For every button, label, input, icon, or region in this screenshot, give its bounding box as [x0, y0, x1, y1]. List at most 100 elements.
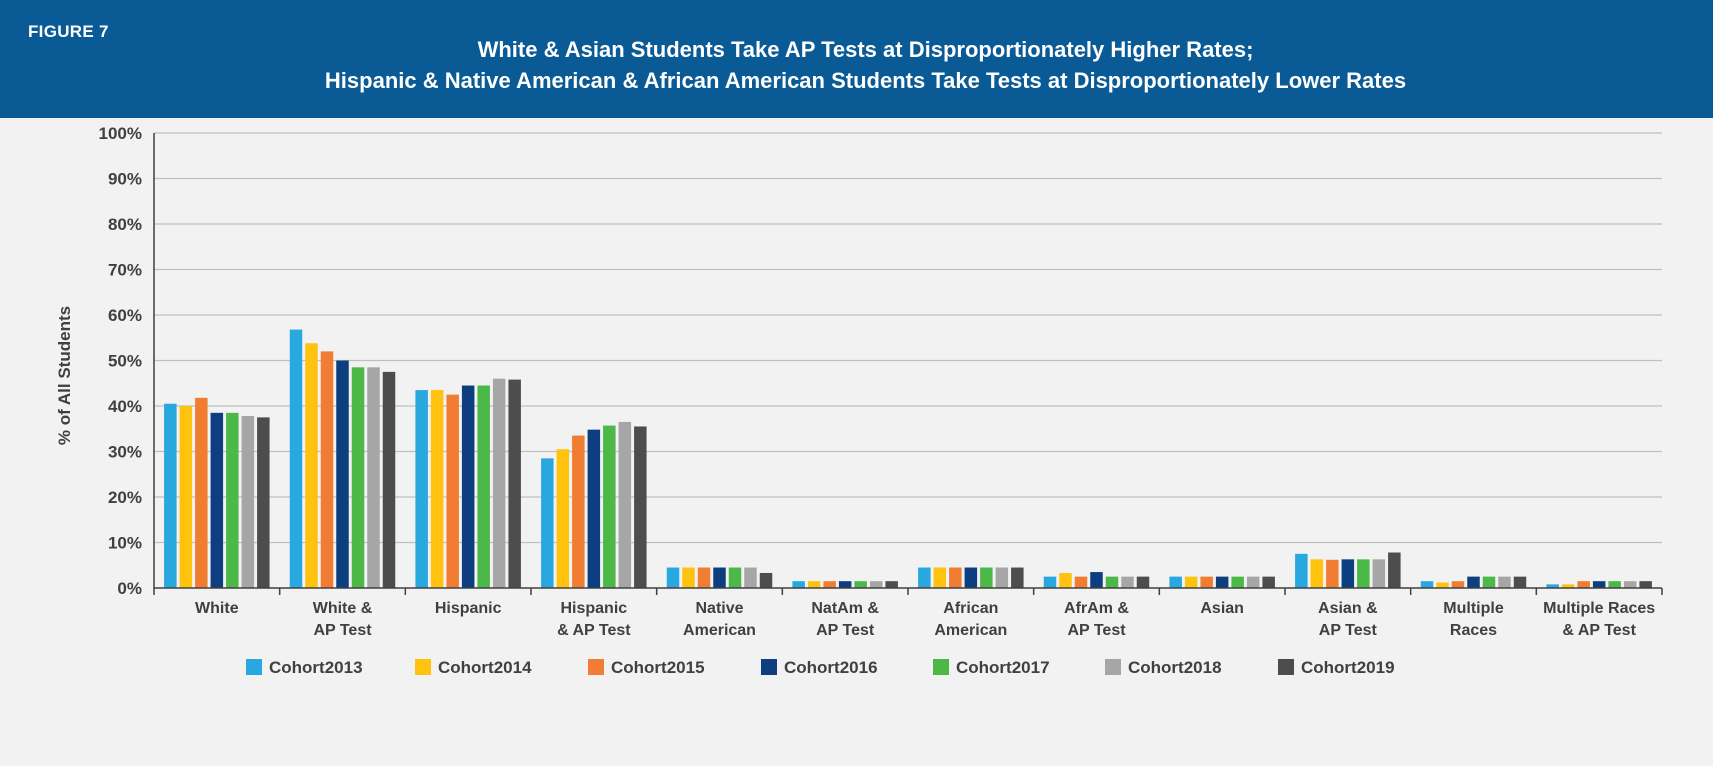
x-category-label: AP Test: [1067, 622, 1126, 639]
bar: [446, 394, 459, 588]
bar: [430, 390, 444, 588]
bar: [320, 351, 334, 588]
bar: [1592, 581, 1606, 588]
bar: [885, 581, 898, 588]
y-axis-title: % of All Students: [55, 306, 74, 445]
bar: [1011, 567, 1024, 588]
bar: [792, 581, 805, 588]
bar: [1215, 576, 1229, 588]
x-category-label: White: [195, 600, 239, 617]
chart-panel: 0% 10% 20% 30% 40% 50% 60% 70% 80% 90% 100% White W…: [0, 118, 1713, 766]
bar: [1074, 576, 1088, 588]
bar: [1059, 572, 1072, 588]
legend-label: Cohort2013: [269, 658, 363, 677]
y-tick-label: 10%: [108, 534, 142, 553]
bar: [541, 458, 554, 588]
bar: [1043, 576, 1057, 588]
bar: [351, 367, 365, 588]
bar: [1326, 559, 1339, 588]
y-tick-label: 70%: [108, 261, 142, 280]
y-tick-label: 60%: [108, 306, 142, 325]
bar: [1246, 576, 1260, 588]
category-labels: White White & AP Test Hispanic Hispanic & AP …: [195, 600, 1655, 639]
y-tick-label: 20%: [108, 488, 142, 507]
bar: [1341, 559, 1355, 588]
bar: [587, 429, 601, 588]
bar: [1482, 576, 1496, 588]
x-axis: [153, 133, 1663, 595]
bar: [603, 425, 616, 588]
bar-chart: 0%10%20%30%40%50%60%70%80%90%100% White W…: [55, 124, 1663, 677]
bar: [210, 412, 224, 588]
bar: [1623, 581, 1637, 588]
bar: [1561, 584, 1575, 588]
bar: [1608, 581, 1621, 588]
bar: [257, 417, 270, 588]
gridlines: [154, 132, 1662, 544]
y-tick-label: 100%: [99, 124, 142, 143]
legend-swatch: [415, 659, 431, 675]
bar: [1546, 584, 1559, 588]
bar: [744, 567, 757, 588]
figure-header: FIGURE 7 White & Asian Students Take AP …: [0, 0, 1713, 118]
bar: [682, 567, 695, 588]
legend-label: Cohort2017: [956, 658, 1050, 677]
y-tick-label: 0%: [117, 579, 142, 598]
legend-swatch: [1105, 659, 1121, 675]
bar: [179, 406, 193, 588]
bar: [336, 360, 349, 588]
bar: [728, 567, 742, 588]
x-category-label: AfrAm &: [1064, 600, 1129, 617]
bar: [1310, 559, 1324, 588]
x-category-label: Multiple: [1443, 600, 1504, 617]
bar: [1262, 576, 1275, 588]
bar: [807, 581, 821, 588]
x-category-label: Asian &: [1318, 600, 1378, 617]
x-category-label: & AP Test: [557, 622, 631, 639]
bar: [838, 581, 852, 588]
x-category-label: Hispanic: [435, 600, 502, 617]
bar: [918, 567, 931, 588]
y-tick-label: 90%: [108, 170, 142, 189]
y-tick-label: 80%: [108, 215, 142, 234]
legend-label: Cohort2016: [784, 658, 878, 677]
bar: [195, 397, 208, 588]
bar: [933, 567, 947, 588]
bar: [1090, 572, 1103, 588]
bar: [1436, 582, 1449, 588]
x-category-label: Races: [1450, 622, 1497, 639]
x-category-label: & AP Test: [1562, 622, 1636, 639]
bar-series: [164, 329, 1652, 588]
bar: [1467, 576, 1480, 588]
bar: [461, 385, 475, 588]
bar: [634, 426, 647, 588]
x-category-label: AP Test: [1319, 622, 1378, 639]
x-category-label: AP Test: [313, 622, 372, 639]
bar: [964, 567, 978, 588]
bar: [1451, 581, 1465, 588]
bar: [241, 416, 255, 588]
x-category-label: Hispanic: [560, 600, 627, 617]
chart-area: 0% 10% 20% 30% 40% 50% 60% 70% 80% 90% 100% White W…: [6, 118, 1707, 760]
legend-swatch: [1278, 659, 1294, 675]
bar: [289, 329, 303, 588]
bar: [1231, 576, 1244, 588]
bar: [415, 390, 428, 588]
x-category-label: Multiple Races: [1543, 600, 1655, 617]
bar: [759, 572, 773, 588]
bar: [1105, 576, 1119, 588]
bar: [1513, 576, 1527, 588]
bar: [477, 385, 490, 588]
bar: [305, 343, 318, 588]
bar: [1372, 559, 1386, 588]
legend-swatch: [761, 659, 777, 675]
bar: [508, 379, 521, 588]
bar: [556, 449, 570, 588]
bar: [367, 367, 380, 588]
x-category-label: American: [683, 622, 756, 639]
legend-label: Cohort2014: [438, 658, 532, 677]
bar: [226, 412, 239, 588]
bar: [1295, 553, 1308, 588]
bar: [949, 567, 962, 588]
bar: [980, 567, 993, 588]
